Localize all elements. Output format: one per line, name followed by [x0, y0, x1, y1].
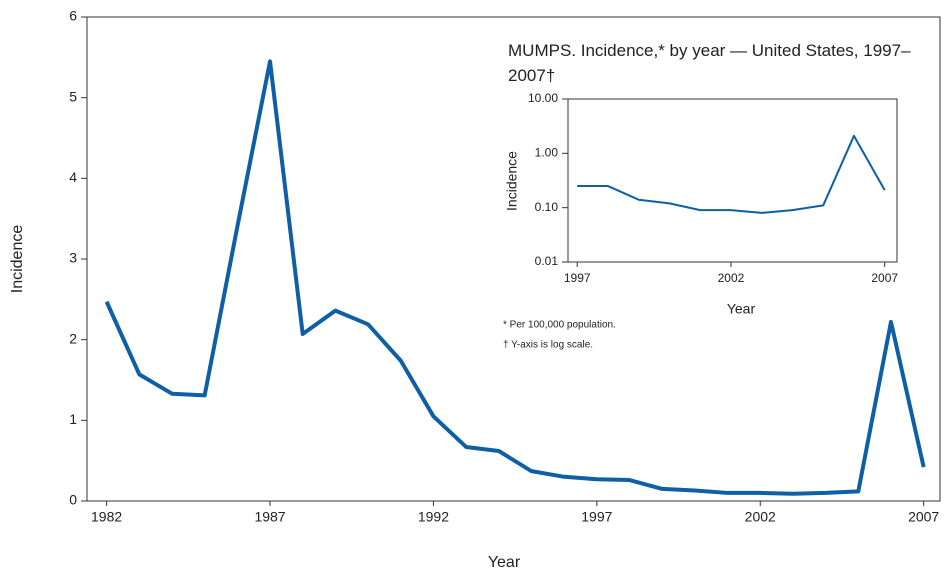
inset-title: MUMPS. Incidence,* by year — United Stat… — [508, 41, 911, 85]
y-tick-label: 0.10 — [535, 200, 559, 214]
plot-frame — [567, 98, 898, 263]
x-tick-label: 2002 — [718, 271, 745, 285]
data-line — [104, 59, 926, 496]
x-tick-label: 1992 — [418, 509, 449, 525]
x-axis-label: Year — [727, 301, 756, 317]
y-tick-label: 1 — [69, 411, 77, 427]
x-tick-label: 1997 — [581, 509, 612, 525]
y-tick-label: 5 — [69, 88, 77, 104]
y-tick-label: 2 — [69, 330, 77, 346]
y-axis-label: Incidence — [9, 225, 26, 294]
x-tick-label: 2007 — [871, 271, 898, 285]
y-tick-label: 0.01 — [535, 254, 559, 268]
y-tick-label: 3 — [69, 250, 77, 266]
x-tick-label: 1982 — [91, 509, 122, 525]
x-tick-label: 1987 — [254, 509, 285, 525]
x-tick-label: 2007 — [908, 509, 939, 525]
y-tick-label: 6 — [69, 8, 77, 24]
footnote: * Per 100,000 population. — [503, 320, 616, 331]
x-axis-label: Year — [488, 554, 521, 571]
x-tick-label: 2002 — [745, 509, 776, 525]
footnote: † Y-axis is log scale. — [503, 340, 593, 351]
data-line — [577, 134, 886, 214]
y-axis-label: Incidence — [504, 151, 520, 211]
y-tick-label: 1.00 — [535, 146, 559, 160]
x-tick-label: 1997 — [564, 271, 591, 285]
y-tick-label: 10.00 — [528, 91, 558, 105]
y-tick-label: 4 — [69, 169, 77, 185]
y-tick-label: 0 — [69, 492, 77, 508]
plot-frame — [86, 16, 941, 502]
